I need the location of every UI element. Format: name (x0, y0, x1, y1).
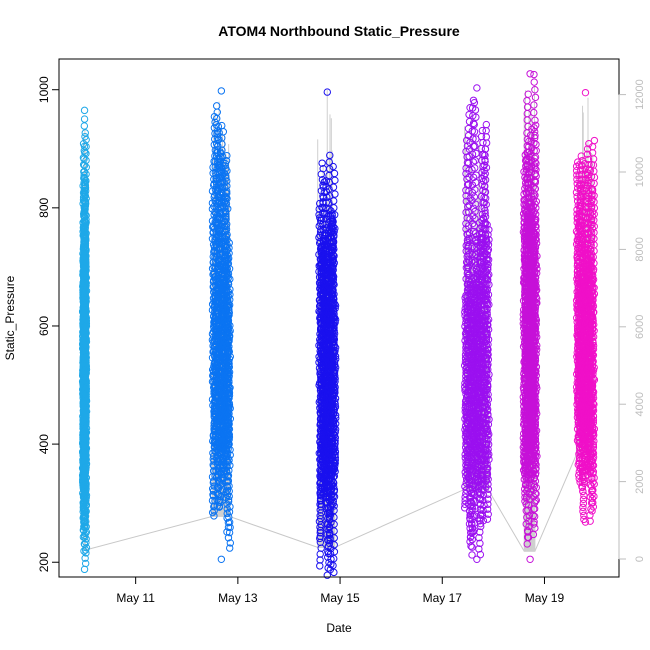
data-point-series-2 (331, 176, 339, 185)
data-point-series-3 (473, 555, 481, 563)
data-point-series-3 (482, 133, 491, 141)
chart-title: ATOM4 Northbound Static_Pressure (218, 23, 460, 39)
data-point-series-0 (79, 154, 88, 162)
data-point-series-0 (79, 161, 88, 169)
data-point-series-0 (80, 115, 89, 123)
data-point-series-3 (482, 139, 491, 147)
data-point-series-0 (80, 122, 89, 130)
data-point-series-3 (482, 120, 491, 129)
data-point-series-3 (465, 117, 474, 126)
data-point-series-3 (471, 156, 479, 165)
data-point-series-3 (473, 84, 481, 92)
data-point-series-1 (217, 87, 226, 95)
data-point-series-0 (80, 565, 89, 574)
trace-connector-line (84, 454, 594, 552)
data-point-series-3 (482, 127, 490, 135)
data-point-series-0 (80, 106, 89, 115)
data-point-series-1 (219, 128, 228, 136)
data-point-series-1 (217, 555, 226, 563)
point-layer (78, 70, 599, 579)
data-point-series-0 (80, 168, 89, 176)
